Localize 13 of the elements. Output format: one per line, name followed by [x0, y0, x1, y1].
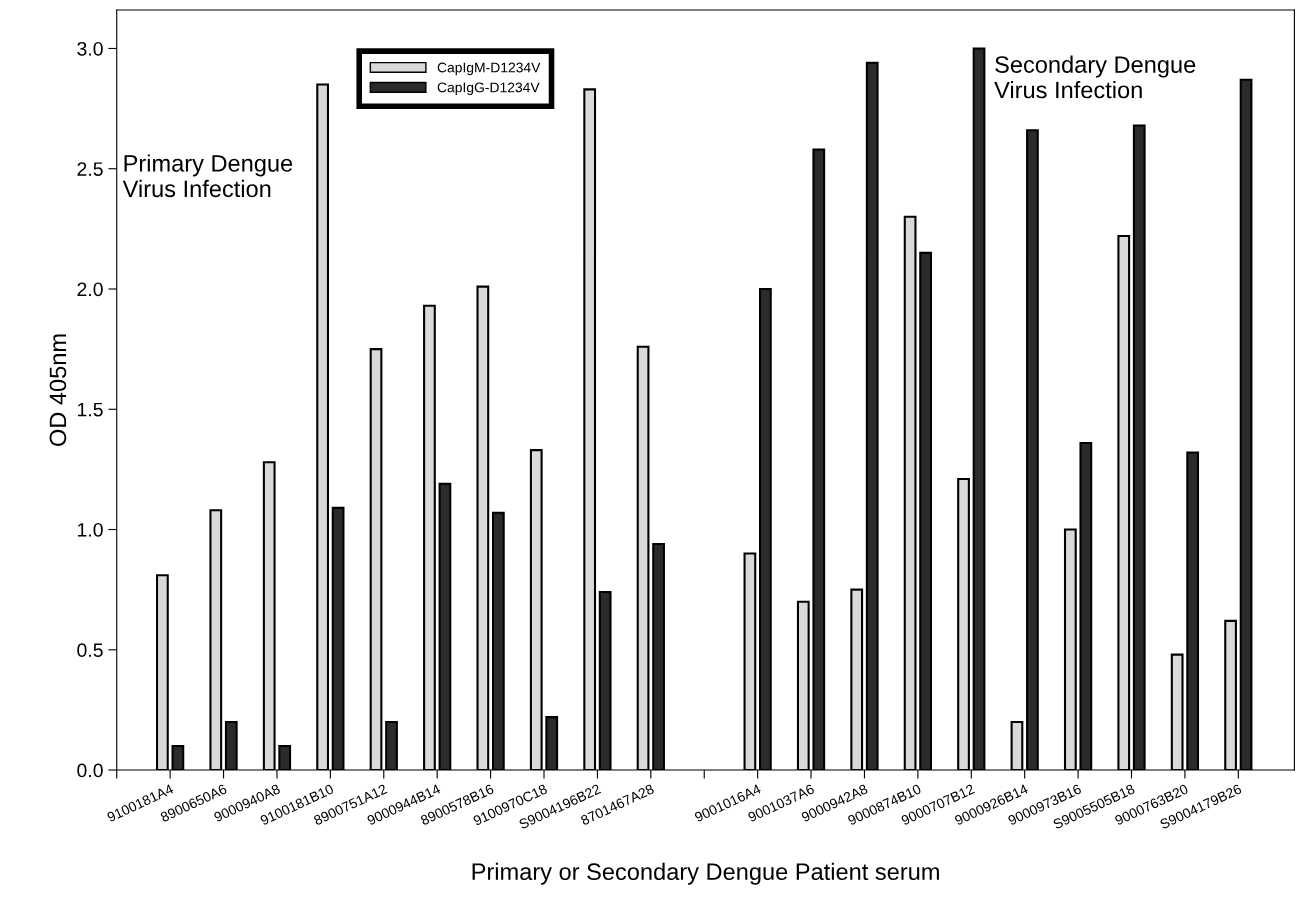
y-tick-label: 1.5 [77, 402, 103, 417]
y-tick-label: 0.0 [77, 763, 103, 778]
y-tick-label: 2.0 [77, 282, 103, 297]
x-axis-title: Primary or Secondary Dengue Patient serum [472, 862, 939, 885]
annotation: Secondary Dengue Virus Infection [994, 55, 1196, 99]
legend-label: CapIgM-D1234V [437, 62, 541, 76]
y-axis-title: OD 405nm [49, 334, 67, 446]
y-tick-label: 0.5 [77, 643, 103, 658]
y-tick-label: 1.0 [77, 522, 103, 537]
annotation: Primary Dengue Virus Infection [122, 154, 293, 198]
legend-label: CapIgG-D1234V [437, 82, 540, 96]
y-tick-label: 2.5 [77, 162, 103, 176]
y-tick-label: 3.0 [77, 41, 103, 56]
